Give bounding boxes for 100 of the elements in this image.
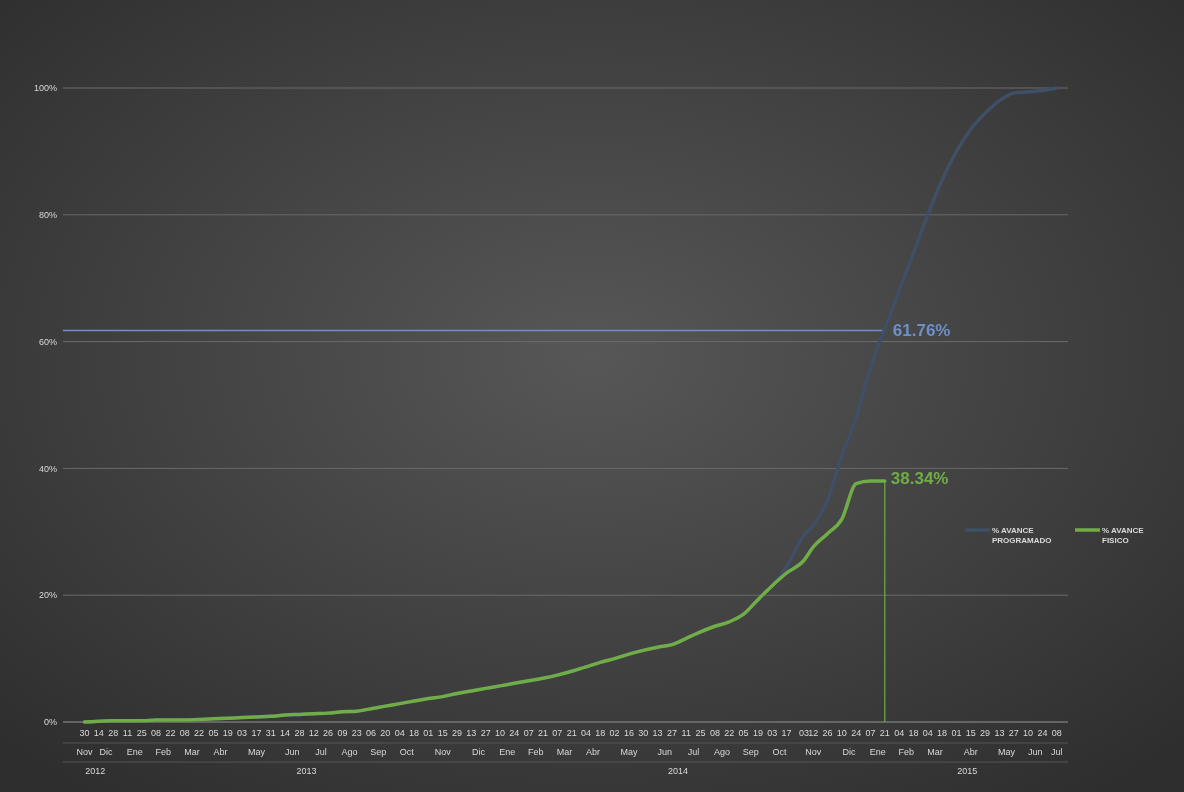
y-tick-label: 100% bbox=[33, 83, 57, 94]
x2-tick-label: Mar bbox=[927, 747, 943, 757]
x-tick-label: 03 bbox=[237, 728, 248, 738]
x2-tick-label: Sep bbox=[742, 747, 759, 757]
x-tick-label: 29 bbox=[452, 728, 463, 738]
x2-tick-label: Dic bbox=[472, 747, 486, 757]
x-tick-label: 18 bbox=[908, 728, 919, 738]
y-tick-label: 60% bbox=[38, 336, 57, 347]
x-tick-label: 27 bbox=[480, 728, 491, 738]
y-tick-label: 80% bbox=[38, 209, 57, 220]
x-tick-label: 18 bbox=[595, 728, 606, 738]
x-tick-label: 10 bbox=[494, 728, 506, 738]
x-tick-label: 14 bbox=[93, 728, 104, 738]
x-tick-label: 20 bbox=[380, 728, 391, 738]
annotation: 38.34% bbox=[890, 469, 949, 489]
x2-tick-label: Nov bbox=[805, 747, 822, 757]
x-tick-label: 11 bbox=[122, 728, 133, 738]
x-tick-label: 13 bbox=[466, 728, 477, 738]
x2-tick-label: Jun bbox=[657, 747, 673, 757]
x2-tick-label: Jun bbox=[284, 747, 300, 757]
x-tick-label: 07 bbox=[552, 728, 563, 738]
x-tick-label: 24 bbox=[851, 728, 862, 738]
x-tick-label: 24 bbox=[509, 728, 520, 738]
x-tick-label: 31 bbox=[265, 728, 276, 738]
x2-tick-label: May bbox=[247, 747, 266, 757]
x-tick-label: 07 bbox=[523, 728, 534, 738]
y-tick-label: 40% bbox=[38, 463, 57, 474]
x-tick-label: 30 bbox=[638, 728, 649, 738]
x2-tick-label: Jul bbox=[315, 747, 327, 757]
x-tick-label: 13 bbox=[652, 728, 663, 738]
x-tick-label: 05 bbox=[738, 728, 749, 738]
text: 2013 bbox=[296, 766, 317, 776]
text: 2015 bbox=[957, 766, 978, 776]
y-tick-label: 20% bbox=[38, 590, 57, 601]
x-tick-label: 09 bbox=[337, 728, 348, 738]
x-tick-label: 24 bbox=[1037, 728, 1048, 738]
x2-tick-label: Dic bbox=[842, 747, 856, 757]
x-tick-label: 03 bbox=[767, 728, 778, 738]
x2-tick-label: Jun bbox=[1027, 747, 1043, 757]
x-tick-label: 26 bbox=[323, 728, 334, 738]
x2-tick-label: Jul bbox=[687, 747, 700, 757]
x2-tick-label: Nov bbox=[76, 747, 93, 757]
x-tick-label: 22 bbox=[724, 728, 735, 738]
x2-tick-label: Jul bbox=[1050, 747, 1063, 757]
x-tick-label: 08 bbox=[179, 728, 190, 738]
x-tick-label: 08 bbox=[709, 728, 720, 738]
x-tick-label: 15 bbox=[437, 728, 448, 738]
x2-tick-label: Abr bbox=[586, 747, 601, 757]
x2-tick-label: May bbox=[620, 747, 638, 757]
ref-line-label: 61.76% bbox=[892, 321, 951, 341]
x-tick-label: 10 bbox=[1023, 728, 1034, 738]
x-tick-label: 21 bbox=[879, 728, 890, 738]
x-tick-label: 14 bbox=[280, 728, 291, 738]
legend-label: % AVANCE PROGRAMADO bbox=[992, 525, 1052, 546]
x2-tick-label: Ene bbox=[499, 747, 516, 757]
x2-tick-label: Dic bbox=[99, 747, 113, 757]
x2-tick-label: Oct bbox=[772, 747, 787, 757]
text: 2012 bbox=[85, 766, 106, 776]
x-tick-label: 21 bbox=[566, 728, 577, 738]
x-tick-label: 12 bbox=[308, 728, 319, 738]
x-tick-label: 04 bbox=[394, 728, 405, 738]
x-tick-label: 29 bbox=[980, 728, 991, 738]
x-tick-label: 01 bbox=[951, 728, 962, 738]
x-tick-label: 27 bbox=[666, 728, 677, 738]
x-tick-label: 28 bbox=[108, 728, 119, 738]
x-tick-label: 17 bbox=[781, 728, 792, 738]
x2-tick-label: Abr bbox=[213, 747, 228, 757]
x-tick-label: 18 bbox=[937, 728, 948, 738]
x2-tick-label: Mar bbox=[556, 747, 573, 757]
x-tick-label: 18 bbox=[409, 728, 420, 738]
x-tick-label: 16 bbox=[623, 728, 634, 738]
x-tick-label: 23 bbox=[351, 728, 362, 738]
x-tick-label: 04 bbox=[894, 728, 905, 738]
x2-tick-label: Ene bbox=[126, 747, 143, 757]
x-tick-label: 27 bbox=[1008, 728, 1019, 738]
x2-tick-label: Oct bbox=[399, 747, 415, 757]
x-tick-label: 22 bbox=[194, 728, 205, 738]
x-tick-label: 08 bbox=[1051, 728, 1062, 738]
x2-tick-label: Feb bbox=[155, 747, 172, 757]
x-tick-label: 19 bbox=[222, 728, 233, 738]
x2-tick-label: May bbox=[998, 747, 1016, 757]
x-tick-label: 13 bbox=[994, 728, 1005, 738]
x-tick-label: 26 bbox=[822, 728, 833, 738]
x-tick-label: 21 bbox=[537, 728, 548, 738]
x-tick-label: 25 bbox=[695, 728, 706, 738]
x-tick-label: 07 bbox=[865, 728, 876, 738]
x-tick-label: 05 bbox=[208, 728, 219, 738]
x-tick-label: 03 bbox=[798, 728, 809, 738]
x2-tick-label: Abr bbox=[963, 747, 978, 757]
x-tick-label: 04 bbox=[580, 728, 591, 738]
x2-tick-label: Ago bbox=[341, 747, 358, 757]
x2-tick-label: Ene bbox=[869, 747, 886, 757]
y-tick-label: 0% bbox=[43, 717, 57, 728]
x-tick-label: 28 bbox=[294, 728, 305, 738]
x2-tick-label: Feb bbox=[898, 747, 915, 757]
x-tick-label: 19 bbox=[752, 728, 763, 738]
x2-tick-label: Ago bbox=[714, 747, 731, 757]
x2-tick-label: Sep bbox=[370, 747, 387, 757]
x2-tick-label: Nov bbox=[434, 747, 452, 757]
x-tick-label: 17 bbox=[251, 728, 262, 738]
